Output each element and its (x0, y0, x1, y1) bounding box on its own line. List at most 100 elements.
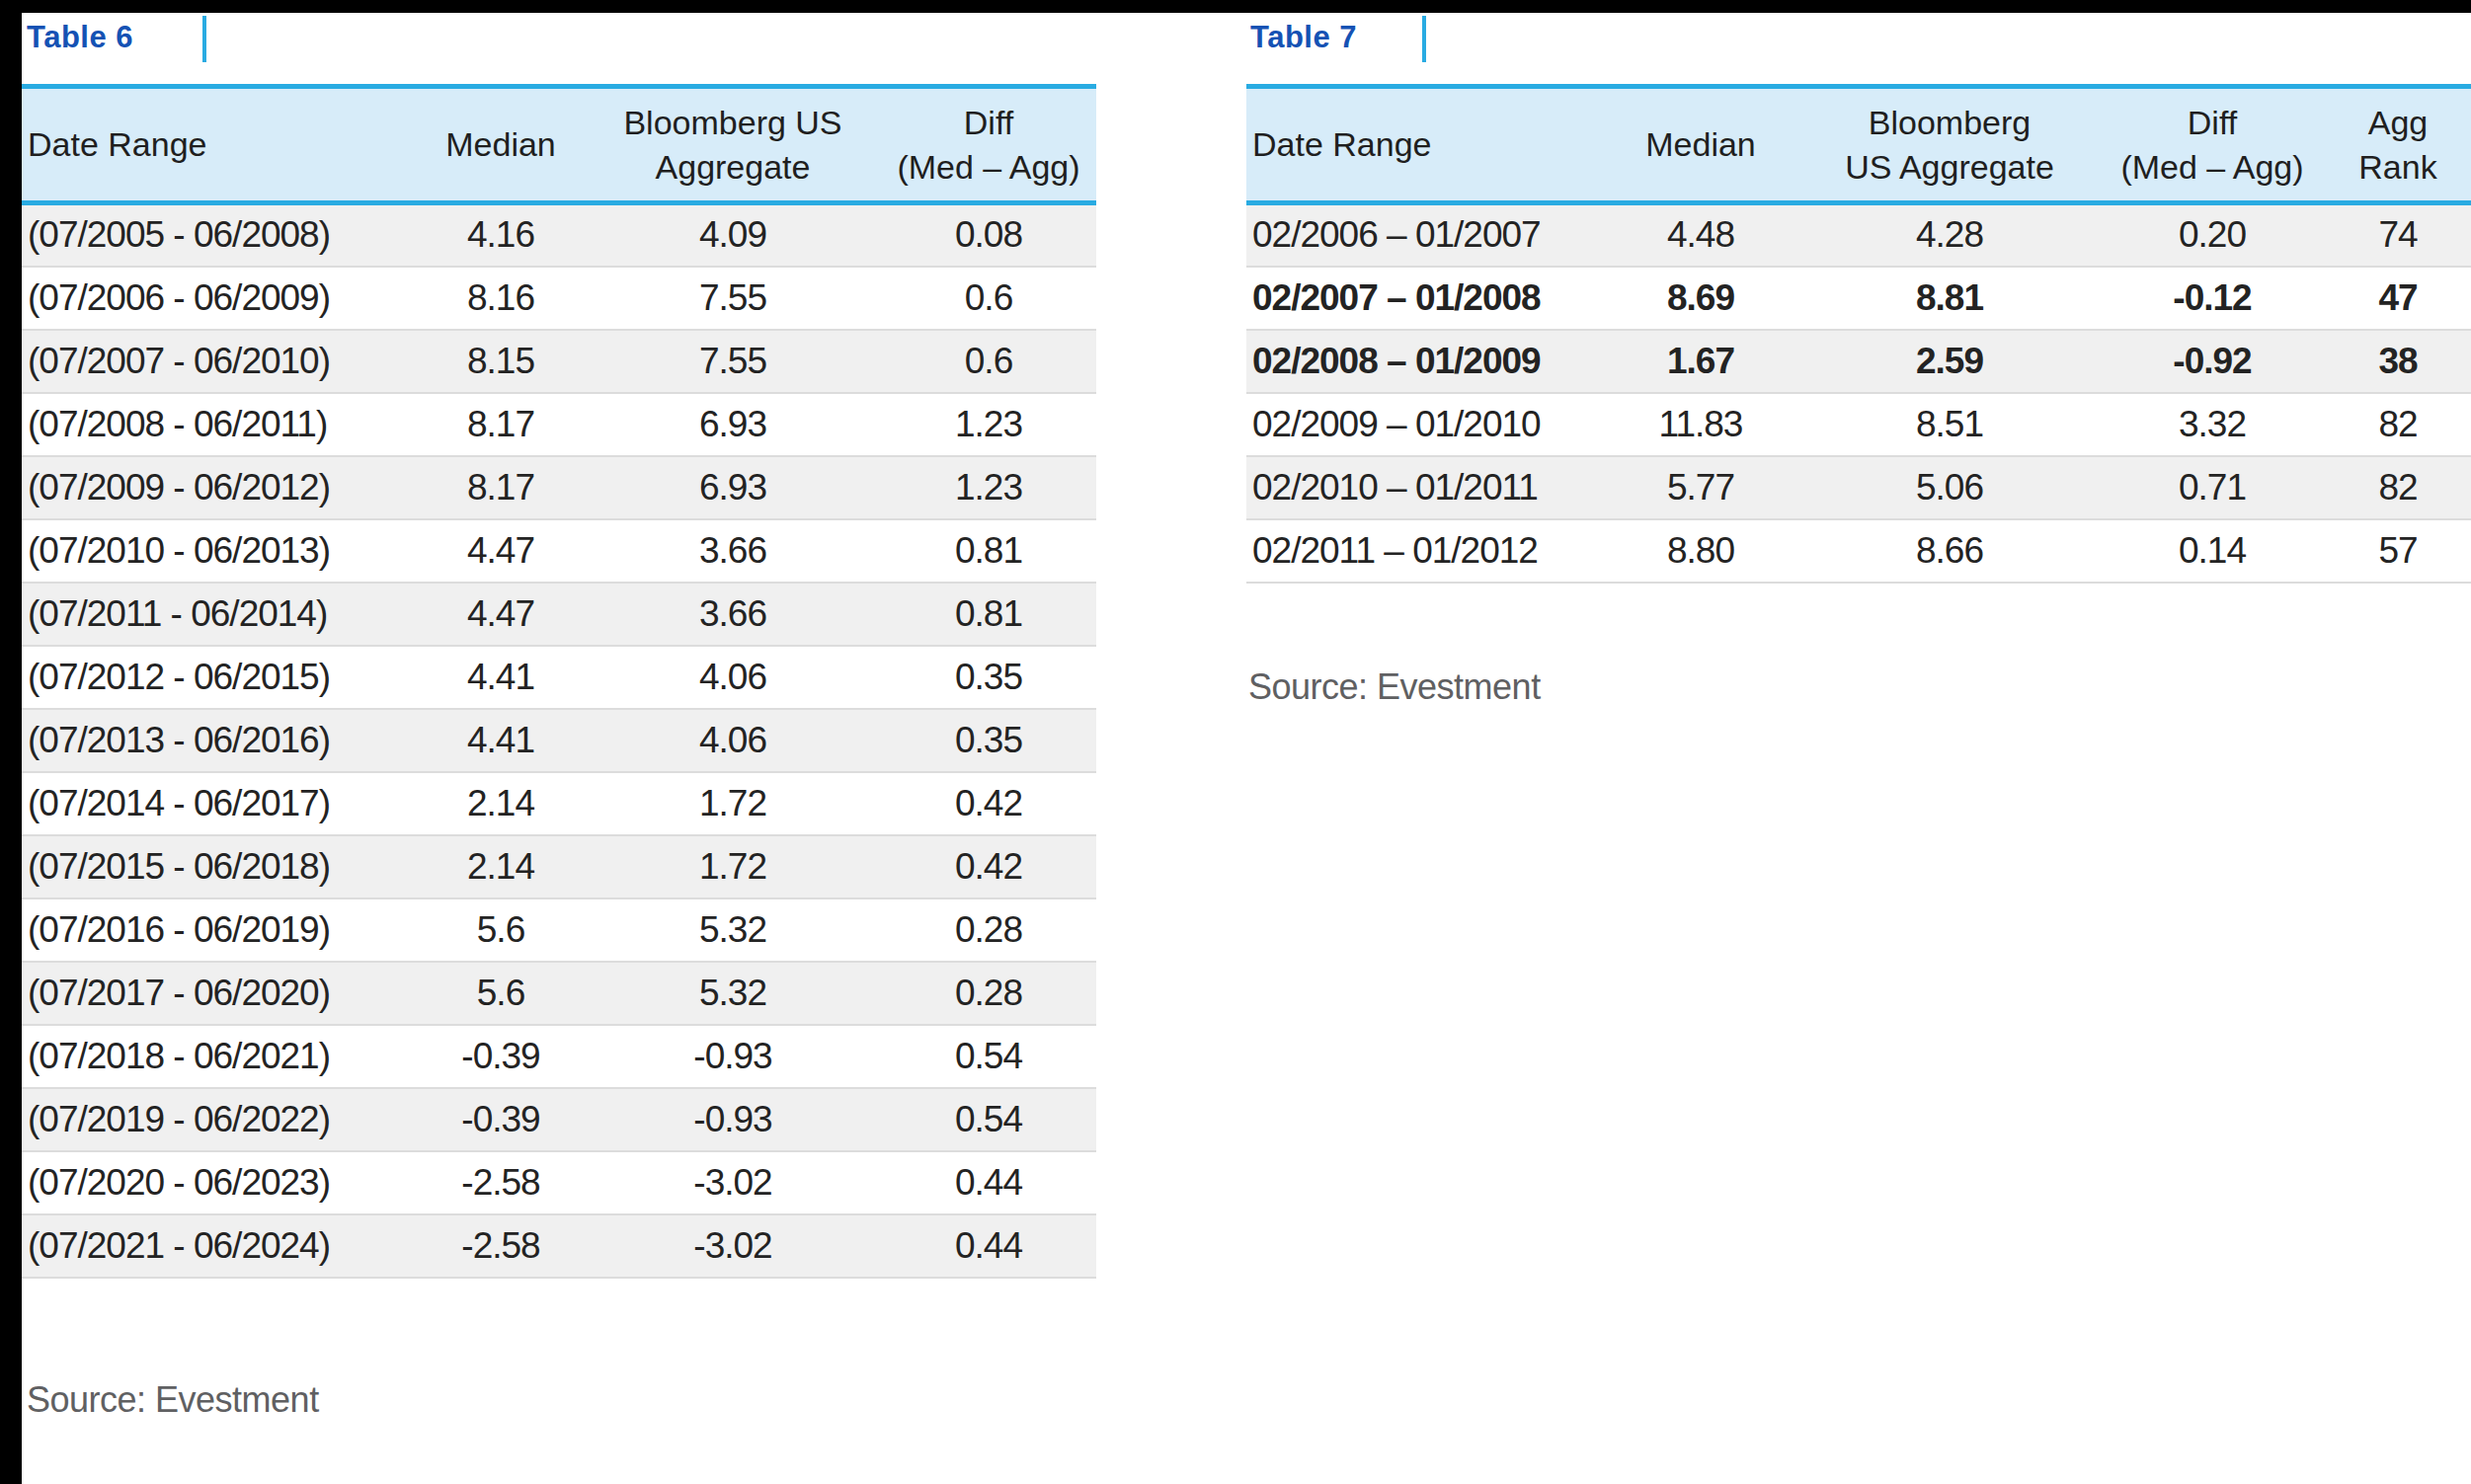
value-cell: 0.08 (881, 203, 1096, 267)
top-edge-bar (0, 0, 2471, 13)
value-cell: 7.55 (585, 330, 881, 393)
column-header: Bloomberg US Aggregate (585, 87, 881, 203)
table-row: 02/2008 – 01/20091.672.59-0.9238 (1246, 330, 2471, 393)
value-cell: 1.72 (585, 835, 881, 898)
value-cell: 0.6 (881, 330, 1096, 393)
date-range-cell: (07/2011 - 06/2014) (22, 583, 417, 646)
value-cell: 74 (2325, 203, 2471, 267)
value-cell: 6.93 (585, 393, 881, 456)
header-row: Date RangeMedianBloomberg US AggregateDi… (1246, 87, 2471, 203)
value-cell: 2.14 (417, 772, 585, 835)
value-cell: 4.09 (585, 203, 881, 267)
table-row: (07/2008 - 06/2011)8.176.931.23 (22, 393, 1096, 456)
table-row: (07/2005 - 06/2008)4.164.090.08 (22, 203, 1096, 267)
table-row: (07/2007 - 06/2010)8.157.550.6 (22, 330, 1096, 393)
value-cell: 8.81 (1799, 267, 2100, 330)
value-cell: 0.35 (881, 646, 1096, 709)
value-cell: 3.66 (585, 519, 881, 583)
date-range-cell: (07/2020 - 06/2023) (22, 1151, 417, 1214)
date-range-cell: 02/2009 – 01/2010 (1246, 393, 1602, 456)
value-cell: 8.69 (1602, 267, 1799, 330)
value-cell: 11.83 (1602, 393, 1799, 456)
table-row: (07/2012 - 06/2015)4.414.060.35 (22, 646, 1096, 709)
column-header: Median (1602, 87, 1799, 203)
value-cell: 8.16 (417, 267, 585, 330)
date-range-cell: 02/2008 – 01/2009 (1246, 330, 1602, 393)
value-cell: 0.42 (881, 835, 1096, 898)
value-cell: 57 (2325, 519, 2471, 583)
column-header: Bloomberg US Aggregate (1799, 87, 2100, 203)
value-cell: 8.17 (417, 393, 585, 456)
value-cell: 0.6 (881, 267, 1096, 330)
value-cell: 5.06 (1799, 456, 2100, 519)
table-row: (07/2011 - 06/2014)4.473.660.81 (22, 583, 1096, 646)
table-row: (07/2010 - 06/2013)4.473.660.81 (22, 519, 1096, 583)
value-cell: 0.71 (2100, 456, 2325, 519)
table-row: (07/2015 - 06/2018)2.141.720.42 (22, 835, 1096, 898)
value-cell: 0.44 (881, 1214, 1096, 1278)
date-range-cell: (07/2021 - 06/2024) (22, 1214, 417, 1278)
value-cell: 0.44 (881, 1151, 1096, 1214)
date-range-cell: (07/2013 - 06/2016) (22, 709, 417, 772)
table-row: (07/2006 - 06/2009)8.167.550.6 (22, 267, 1096, 330)
date-range-cell: (07/2014 - 06/2017) (22, 772, 417, 835)
table-row: 02/2010 – 01/20115.775.060.7182 (1246, 456, 2471, 519)
table-row: (07/2017 - 06/2020)5.65.320.28 (22, 962, 1096, 1025)
table7-title: Table 7 (1250, 17, 1357, 58)
table6-title: Table 6 (27, 17, 133, 58)
date-range-cell: (07/2006 - 06/2009) (22, 267, 417, 330)
value-cell: 8.17 (417, 456, 585, 519)
table-row: (07/2020 - 06/2023)-2.58-3.020.44 (22, 1151, 1096, 1214)
value-cell: 82 (2325, 393, 2471, 456)
left-edge-bar (0, 0, 22, 1484)
table-row: (07/2016 - 06/2019)5.65.320.28 (22, 898, 1096, 962)
value-cell: 5.32 (585, 962, 881, 1025)
value-cell: 0.81 (881, 519, 1096, 583)
value-cell: 0.28 (881, 898, 1096, 962)
table-row: 02/2009 – 01/201011.838.513.3282 (1246, 393, 2471, 456)
date-range-cell: (07/2017 - 06/2020) (22, 962, 417, 1025)
table7-title-accent-bar (1422, 16, 1426, 62)
table-row: (07/2013 - 06/2016)4.414.060.35 (22, 709, 1096, 772)
value-cell: 5.77 (1602, 456, 1799, 519)
table-row: 02/2011 – 01/20128.808.660.1457 (1246, 519, 2471, 583)
table-row: (07/2014 - 06/2017)2.141.720.42 (22, 772, 1096, 835)
table7: Date RangeMedianBloomberg US AggregateDi… (1246, 84, 2471, 584)
value-cell: 0.54 (881, 1088, 1096, 1151)
value-cell: 8.15 (417, 330, 585, 393)
column-header: Median (417, 87, 585, 203)
value-cell: 8.51 (1799, 393, 2100, 456)
value-cell: 7.55 (585, 267, 881, 330)
date-range-cell: (07/2008 - 06/2011) (22, 393, 417, 456)
value-cell: -2.58 (417, 1151, 585, 1214)
value-cell: -0.39 (417, 1025, 585, 1088)
table-row: (07/2018 - 06/2021)-0.39-0.930.54 (22, 1025, 1096, 1088)
value-cell: 1.23 (881, 393, 1096, 456)
table-row: 02/2006 – 01/20074.484.280.2074 (1246, 203, 2471, 267)
date-range-cell: (07/2005 - 06/2008) (22, 203, 417, 267)
value-cell: 1.23 (881, 456, 1096, 519)
date-range-cell: (07/2015 - 06/2018) (22, 835, 417, 898)
table6: Date RangeMedianBloomberg US AggregateDi… (22, 84, 1096, 1279)
column-header: Diff (Med – Agg) (881, 87, 1096, 203)
value-cell: 4.47 (417, 519, 585, 583)
table-row: (07/2021 - 06/2024)-2.58-3.020.44 (22, 1214, 1096, 1278)
table-row: (07/2009 - 06/2012)8.176.931.23 (22, 456, 1096, 519)
value-cell: 4.41 (417, 709, 585, 772)
value-cell: -0.12 (2100, 267, 2325, 330)
header-row: Date RangeMedianBloomberg US AggregateDi… (22, 87, 1096, 203)
date-range-cell: 02/2007 – 01/2008 (1246, 267, 1602, 330)
value-cell: 38 (2325, 330, 2471, 393)
value-cell: -0.92 (2100, 330, 2325, 393)
value-cell: -0.39 (417, 1088, 585, 1151)
table6-source-note: Source: Evestment (27, 1378, 319, 1422)
value-cell: 4.28 (1799, 203, 2100, 267)
value-cell: 5.6 (417, 962, 585, 1025)
date-range-cell: (07/2007 - 06/2010) (22, 330, 417, 393)
value-cell: 0.28 (881, 962, 1096, 1025)
value-cell: 6.93 (585, 456, 881, 519)
value-cell: 2.14 (417, 835, 585, 898)
date-range-cell: (07/2016 - 06/2019) (22, 898, 417, 962)
value-cell: 82 (2325, 456, 2471, 519)
column-header: Date Range (22, 87, 417, 203)
